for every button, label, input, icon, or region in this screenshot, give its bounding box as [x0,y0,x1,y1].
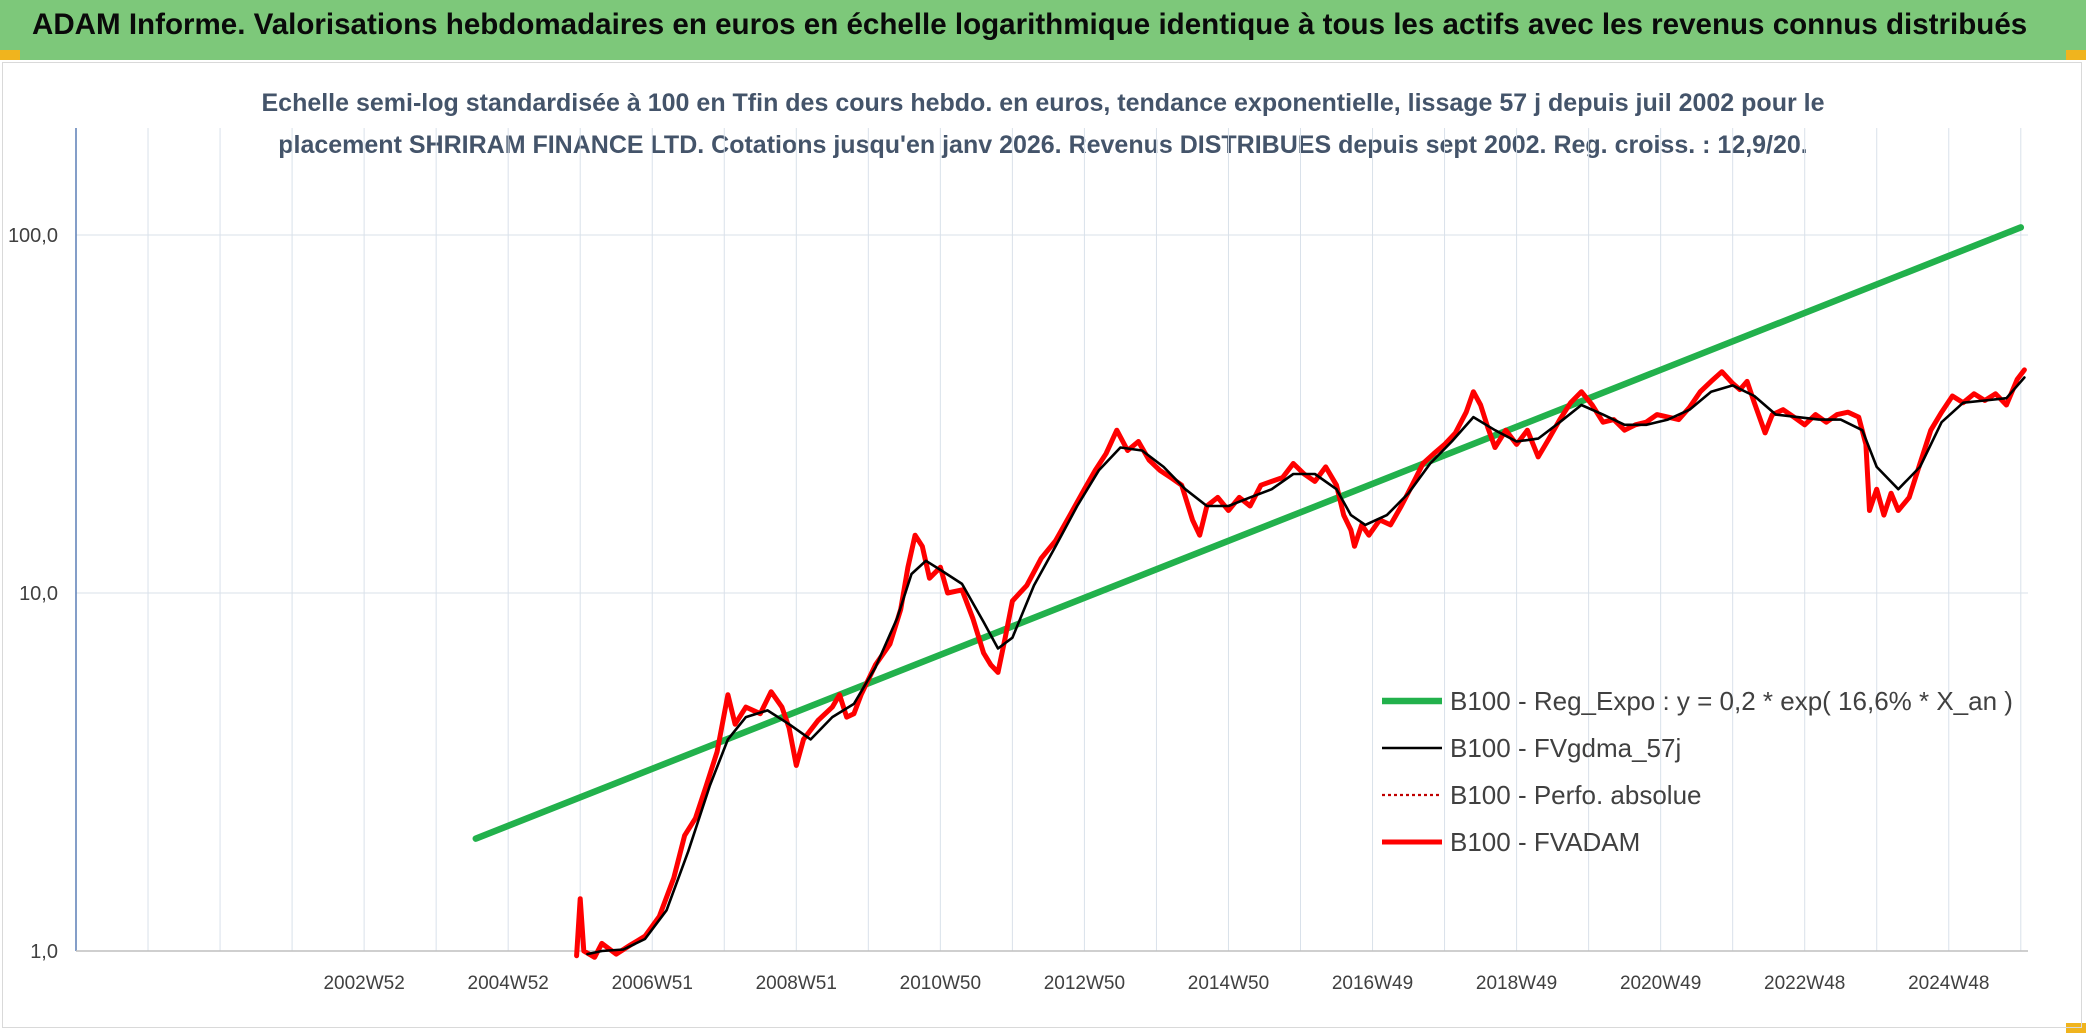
x-tick-label: 2006W51 [612,973,693,994]
series-line-smoothed [586,376,2026,956]
page-title: ADAM Informe. Valorisations hebdomadaire… [32,8,2028,41]
x-tick-label: 2012W50 [1044,973,1125,994]
series [472,224,2027,960]
chart-subtitle-line-1: Echelle semi-log standardisée à 100 en T… [261,89,1824,117]
corner-marker-bottom-right [2066,1023,2086,1033]
grid [76,128,2028,952]
header-bar: ADAM Informe. Valorisations hebdomadaire… [0,0,2086,60]
x-tick-label: 2024W48 [1908,973,1989,994]
legend-label-smoothed: B100 - FVgdma_57j [1450,733,1681,763]
y-tick-label: 100,0 [8,225,58,247]
x-tick-label: 2020W49 [1620,973,1701,994]
legend-label-fvadam: B100 - FVADAM [1450,827,1640,857]
x-tick-label: 2018W49 [1476,973,1557,994]
x-tick-label: 2002W52 [323,973,404,994]
legend-label-regression: B100 - Reg_Expo : y = 0,2 * exp( 16,6% *… [1450,686,2013,716]
x-tick-label: 2014W50 [1188,973,1269,994]
x-tick-label: 2010W50 [900,973,981,994]
x-tick-label: 2004W52 [468,973,549,994]
y-tick-label: 10,0 [19,583,58,605]
chart-subtitle-line-2: placement SHRIRAM FINANCE LTD. Cotations… [278,131,1808,159]
y-tick-label: 1,0 [30,941,58,963]
axes: 100,0 10,0 1,0 2002W52 2004W52 2006W51 2008W51… [8,128,2028,994]
legend-label-absolute: B100 - Perfo. absolue [1450,780,1702,810]
x-tick-label: 2008W51 [756,973,837,994]
x-tick-label: 2016W49 [1332,973,1413,994]
x-tick-label: 2022W48 [1764,973,1845,994]
series-line-regression [472,224,2025,842]
corner-marker-top-right [2066,50,2086,60]
corner-marker-top-left [0,50,20,60]
chart-frame [2,62,2082,1028]
legend: B100 - Reg_Expo : y = 0,2 * exp( 16,6% *… [1382,686,2013,857]
